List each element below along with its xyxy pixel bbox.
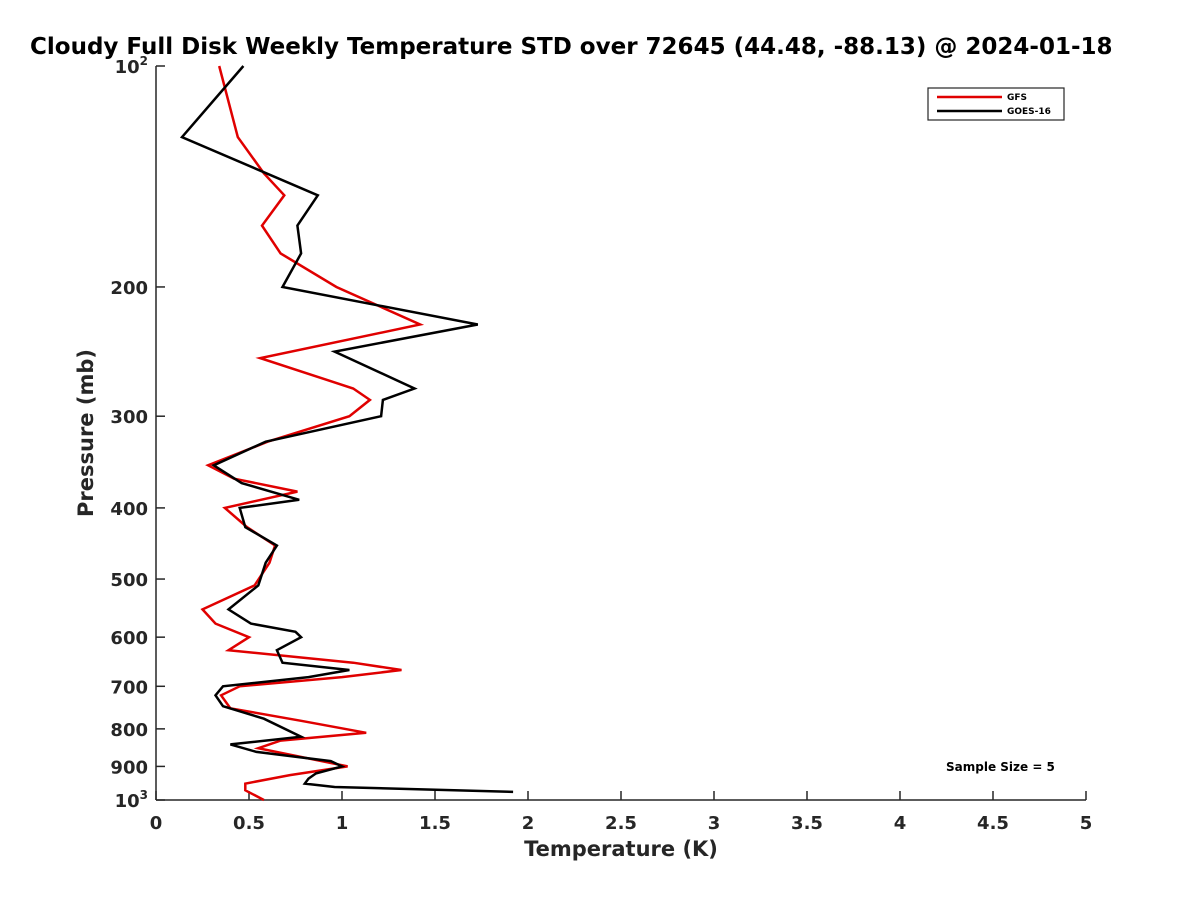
- x-tick-label: 0.5: [233, 813, 265, 834]
- legend-box: [927, 87, 1065, 121]
- x-ticks: 0 0.5 1 1.5 2 2.5 3 3.5 4 4.5 5: [150, 791, 1093, 834]
- x-tick-label: 5: [1080, 813, 1093, 834]
- x-tick-label: 3.5: [791, 813, 823, 834]
- x-tick-label: 1: [336, 813, 349, 834]
- sample-size-annotation: Sample Size = 5: [946, 760, 1055, 774]
- x-tick-label: 0: [150, 813, 163, 834]
- x-tick-label: 3: [708, 813, 721, 834]
- y-axis-label: Pressure (mb): [74, 349, 98, 517]
- y-tick-label: 200: [110, 278, 148, 299]
- y-tick-label: 102: [115, 54, 148, 78]
- x-tick-label: 2: [522, 813, 535, 834]
- y-tick-label: 900: [110, 757, 148, 778]
- x-tick-label: 4: [894, 813, 907, 834]
- series-line-goes-16: [179, 65, 514, 794]
- legend-label-goes-16: GOES-16: [1007, 107, 1051, 117]
- x-axis-label: Temperature (K): [524, 837, 718, 861]
- y-tick-label: 700: [110, 677, 148, 698]
- series-line-gfs: [200, 65, 425, 802]
- y-tick-label: 800: [110, 720, 148, 741]
- legend-label-gfs: GFS: [1007, 93, 1027, 103]
- x-tick-label: 1.5: [419, 813, 451, 834]
- y-tick-label: 300: [110, 407, 148, 428]
- y-tick-label: 103: [115, 788, 148, 812]
- y-tick-label: 400: [110, 499, 148, 520]
- y-tick-label: 500: [110, 570, 148, 591]
- chart-title: Cloudy Full Disk Weekly Temperature STD …: [30, 34, 1113, 60]
- y-ticks: 102 200 300 400 500 600 700 800 900 103: [110, 54, 165, 812]
- y-tick-label: 600: [110, 628, 148, 649]
- legend: GFS GOES-16: [927, 87, 1065, 121]
- x-tick-label: 2.5: [605, 813, 637, 834]
- x-tick-label: 4.5: [977, 813, 1009, 834]
- series-layer: [179, 65, 514, 802]
